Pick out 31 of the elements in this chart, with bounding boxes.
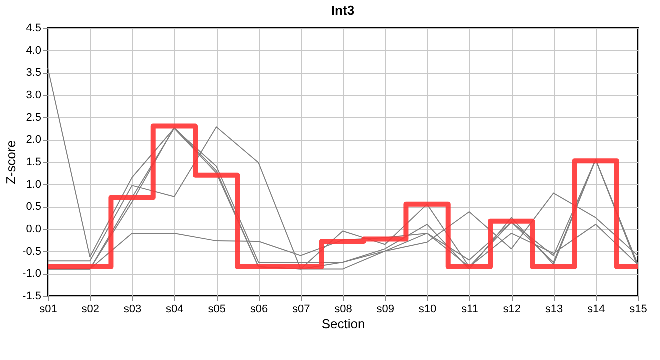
x-tick-label: s01	[40, 304, 58, 316]
chart-title: Int3	[331, 3, 355, 18]
x-tick-label: s09	[376, 304, 395, 316]
x-axis-title: Section	[322, 316, 366, 332]
x-tick-label: s12	[503, 304, 521, 316]
y-tick-label: -0.5	[22, 246, 42, 258]
x-tick-label: s11	[461, 304, 478, 316]
x-tick-label: s14	[587, 304, 606, 316]
y-axis-title: Z-score	[4, 140, 19, 185]
x-tick-label: s03	[124, 304, 142, 316]
y-tick-label: 4.5	[26, 22, 42, 34]
x-tick-label: s10	[418, 304, 437, 316]
y-tick-label: 4.0	[26, 44, 42, 57]
y-tick-label: 1.0	[26, 178, 42, 191]
x-tick-label: s05	[208, 304, 226, 316]
y-tick-label: -1.0	[22, 268, 42, 280]
x-tick-label: s07	[292, 304, 310, 316]
y-tick-label: 0.5	[26, 201, 42, 214]
y-tick-label: 2.5	[26, 112, 42, 124]
x-tick-label: s04	[166, 304, 184, 316]
x-tick-label: s08	[334, 304, 352, 316]
y-tick-label: -1.5	[22, 290, 42, 302]
x-tick-label: s02	[82, 304, 100, 316]
y-tick-label: 0.0	[26, 224, 42, 236]
y-tick-label: 3.5	[26, 67, 42, 80]
y-tick-label: 2.0	[26, 134, 42, 146]
x-tick-label: s15	[630, 304, 648, 316]
x-tick-label: s06	[250, 304, 268, 316]
x-tick-label: s13	[545, 304, 564, 316]
y-tick-label: 1.5	[26, 156, 42, 168]
y-tick-label: 3.0	[26, 90, 42, 102]
